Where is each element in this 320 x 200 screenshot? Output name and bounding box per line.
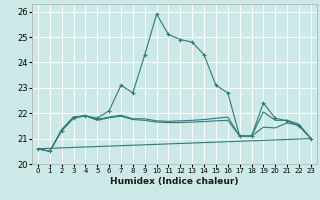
X-axis label: Humidex (Indice chaleur): Humidex (Indice chaleur) bbox=[110, 177, 239, 186]
